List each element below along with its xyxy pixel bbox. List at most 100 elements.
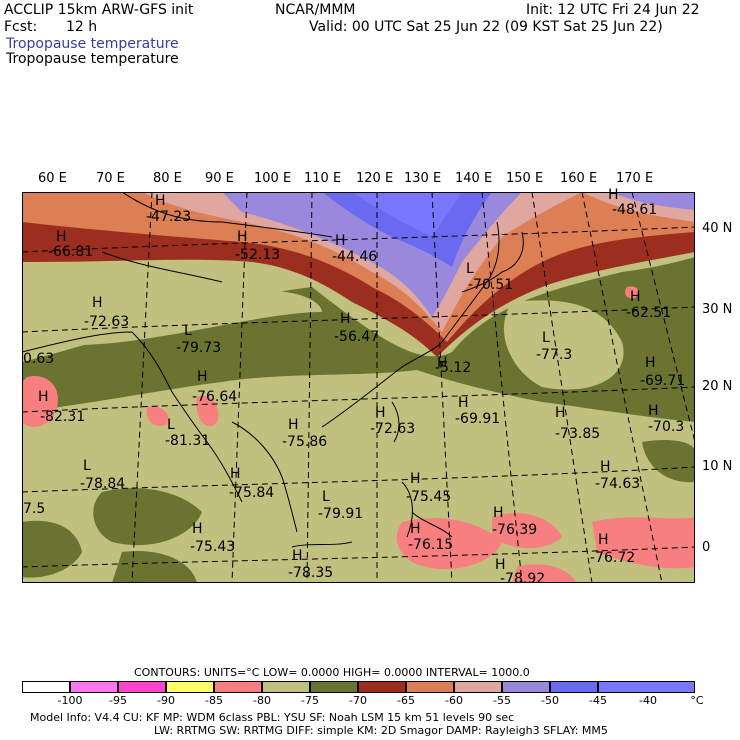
colorbar-swatch	[262, 681, 310, 693]
colorbar-swatch	[118, 681, 166, 693]
extremum-marker: H	[292, 548, 303, 564]
extremum-value: -73.85	[555, 426, 601, 442]
colorbar-swatch	[550, 681, 598, 693]
extremum-value: -79.91	[318, 506, 364, 522]
lat-label: 10 N	[702, 459, 733, 474]
colorbar-swatch	[358, 681, 406, 693]
extremum-marker: H	[288, 417, 299, 433]
band-40	[352, 192, 462, 237]
colorbar-swatch	[598, 681, 695, 693]
extremum-value: -75.45	[406, 489, 452, 505]
forecast-label: Fcst:	[4, 19, 38, 35]
lon-label: 60 E	[38, 171, 67, 186]
colorbar-swatch	[502, 681, 550, 693]
band-70-patch	[112, 551, 197, 583]
colorbar-label: -70	[349, 694, 367, 707]
colorbar-label: -40	[639, 694, 657, 707]
extremum-value: -75.84	[229, 485, 275, 501]
extremum-marker: L	[167, 417, 175, 433]
extremum-marker: H	[600, 459, 611, 475]
extremum-value: -66.81	[48, 244, 94, 260]
extremum-marker: H	[493, 505, 504, 521]
band-70	[22, 257, 695, 422]
extremum-value: -48.61	[612, 202, 658, 218]
lon-label: 100 E	[254, 171, 292, 186]
extremum-marker: H	[38, 389, 49, 405]
lat-label: 0	[702, 540, 711, 555]
map-frame	[22, 192, 695, 583]
extremum-marker: H	[458, 395, 469, 411]
band-80-patch	[624, 286, 639, 299]
extremum-marker: H	[437, 355, 448, 371]
extremum-marker: H	[410, 471, 421, 487]
extremum-value: 0.63	[23, 351, 55, 367]
band-70-patch	[93, 488, 202, 546]
lat-label: 20 N	[702, 379, 733, 394]
valid-time: Valid: 00 UTC Sat 25 Jun 22 (09 KST Sat …	[309, 19, 663, 35]
colorbar-unit: °C	[690, 694, 704, 707]
colorbar-label: -95	[109, 694, 127, 707]
extremum-value: -69.71	[640, 373, 686, 389]
coastlines	[22, 192, 524, 548]
lon-label: 160 E	[560, 171, 598, 186]
extremum-marker: H	[630, 289, 641, 305]
extremum-marker: L	[322, 489, 330, 505]
band-80-patch	[146, 406, 169, 427]
extremum-value: -82.31	[40, 409, 86, 425]
colorbar-label: -65	[397, 694, 415, 707]
extremum-marker: H	[237, 229, 248, 245]
init-time: Init: 12 UTC Fri 24 Jun 22	[526, 2, 700, 18]
organization-label: NCAR/MMM	[275, 2, 356, 18]
extremum-marker: H	[92, 295, 103, 311]
extremum-value: -70.3	[648, 419, 685, 435]
colorbar-swatch	[310, 681, 358, 693]
band-70-patch	[22, 520, 82, 578]
extremum-value: -75.86	[282, 434, 328, 450]
band-70-patch	[642, 440, 695, 483]
extremum-value: -62.51	[626, 305, 672, 321]
lon-label: 80 E	[153, 171, 182, 186]
colorbar-swatch	[214, 681, 262, 693]
lon-label: 110 E	[304, 171, 342, 186]
extremum-value: -44.46	[332, 249, 378, 265]
extremum-value: -72.63	[84, 314, 130, 330]
extremum-marker: H	[56, 229, 67, 245]
colorbar-label: -80	[253, 694, 271, 707]
model-info-line2: LW: RRTMG SW: RRTMG DIFF: simple KM: 2D …	[154, 724, 608, 737]
extremum-value: -70.51	[468, 277, 514, 293]
extremum-marker: H	[192, 521, 203, 537]
extremum-value: -78.92	[500, 571, 546, 587]
extremum-value: -5.12	[435, 360, 472, 376]
extremum-marker: L	[184, 323, 192, 339]
extremum-value: -78.35	[288, 565, 334, 581]
extremum-value: 7.5	[23, 501, 46, 517]
lon-label: 70 E	[96, 171, 125, 186]
extremum-marker: H	[555, 405, 566, 421]
colorbar-swatch	[166, 681, 214, 693]
lon-label: 170 E	[616, 171, 654, 186]
tropopause-temperature-map	[22, 192, 695, 583]
extremum-value: -81.31	[165, 433, 211, 449]
colorbar-swatch	[406, 681, 454, 693]
extremum-value: -74.63	[595, 476, 641, 492]
extremum-marker: H	[645, 355, 656, 371]
colorbar-label: -45	[589, 694, 607, 707]
extremum-value: -56.47	[334, 329, 380, 345]
colorbar-swatch	[22, 681, 70, 693]
extremum-value: -75.43	[190, 539, 236, 555]
extremum-value: -47.23	[146, 209, 192, 225]
band-80-patch	[492, 513, 562, 549]
forecast-hour: 12 h	[66, 19, 98, 35]
extremum-value: -77.3	[536, 347, 573, 363]
lon-label: 90 E	[205, 171, 234, 186]
lon-label: 120 E	[356, 171, 394, 186]
extremum-marker: H	[335, 233, 346, 249]
extremum-marker: L	[542, 330, 550, 346]
band-60	[22, 192, 695, 342]
contours-info: CONTOURS: UNITS=°C LOW= 0.0000 HIGH= 0.0…	[134, 666, 530, 679]
extremum-value: -76.72	[590, 550, 636, 566]
extremum-marker: H	[410, 521, 421, 537]
extremum-marker: H	[230, 466, 241, 482]
extremum-marker: L	[466, 261, 474, 277]
extremum-marker: H	[197, 369, 208, 385]
